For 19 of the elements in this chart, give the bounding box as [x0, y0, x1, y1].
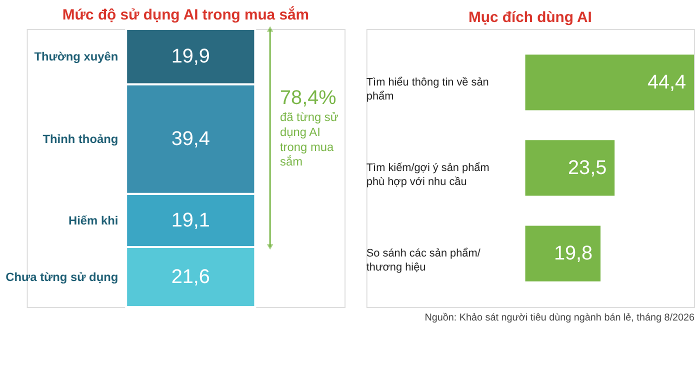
- series-label: Hiếm khi: [68, 213, 118, 228]
- text: đã từng sử dụng AI trong mua sắm: [280, 110, 338, 169]
- data-label: 19,8: [554, 242, 593, 264]
- data-label: 21,6: [171, 266, 210, 288]
- data-label: 44,4: [647, 71, 686, 94]
- series-label: Chưa từng sử dụng: [6, 270, 118, 284]
- series-label: Thỉnh thoảng: [42, 132, 118, 146]
- y-tick-label: So sánh các sản phẩm/ thương hiệu: [366, 247, 482, 274]
- y-tick-label: Tìm kiếm/gợi ý sản phẩm phù hợp với nhu cầu: [366, 162, 490, 188]
- data-label: 19,9: [171, 46, 210, 68]
- series-label: Thường xuyên: [34, 50, 118, 64]
- data-label: 39,4: [171, 128, 210, 150]
- data-label: 19,1: [171, 209, 210, 232]
- data-label: 23,5: [568, 156, 607, 179]
- chart-title: Mức độ sử dụng AI trong mua sắm: [62, 5, 309, 24]
- text: 78,4%: [280, 87, 336, 110]
- text: Nguồn: Khảo sát người tiêu dùng ngành bán lẻ, tháng 8/2026: [424, 312, 696, 324]
- y-tick-label: Tìm hiểu thông tin về sản phẩm: [366, 76, 489, 102]
- chart-title: Mục đích dùng AI: [468, 10, 592, 26]
